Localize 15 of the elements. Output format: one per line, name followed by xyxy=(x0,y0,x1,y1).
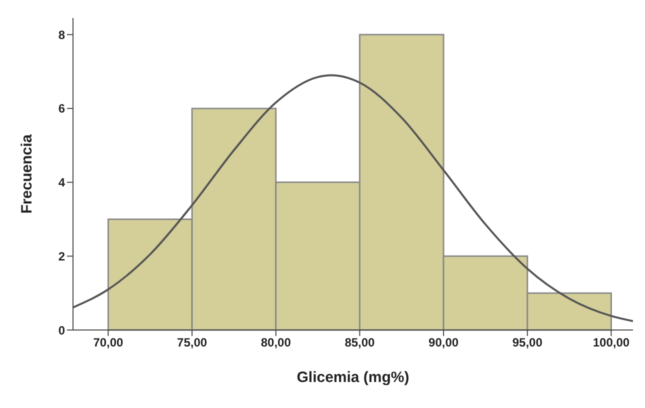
y-tick-label: 6 xyxy=(58,102,66,116)
y-tick-label: 4 xyxy=(58,176,66,190)
x-tick-label: 75,00 xyxy=(177,336,208,350)
x-tick-label: 70,00 xyxy=(93,336,124,350)
line-series xyxy=(73,74,633,322)
y-tick-label: 0 xyxy=(58,323,66,338)
y-tick-label: 2 xyxy=(58,249,66,264)
x-tick-label: 90,00 xyxy=(428,336,459,350)
x-tick-label: 80,00 xyxy=(260,336,292,350)
y-axis-title: Frecuencia xyxy=(18,134,36,214)
x-tick-label: 95,00 xyxy=(512,336,543,350)
x-axis-title: Glicemia (mg%) xyxy=(296,369,410,386)
x-tick-label: 85,00 xyxy=(344,336,376,350)
y-tick-label: 8 xyxy=(58,28,66,42)
x-tick-label: 100,00 xyxy=(592,336,630,350)
